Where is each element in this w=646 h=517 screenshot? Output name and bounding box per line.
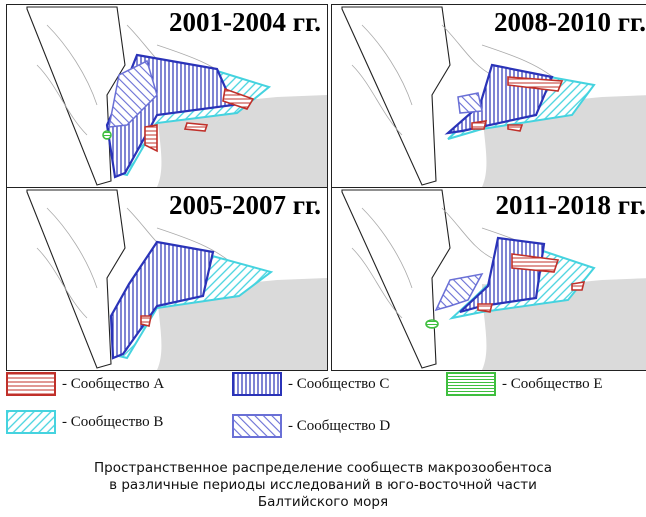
legend-swatch-community-e <box>446 372 496 396</box>
depth-contours <box>36 24 238 136</box>
panel-title: 2005-2007 гг. <box>169 190 321 220</box>
legend-swatch-community-c <box>232 372 282 396</box>
community-e-zone <box>425 319 439 329</box>
map-2008-2010 <box>341 6 646 187</box>
legend-label-community-d: - Сообщество D <box>288 417 391 434</box>
legend-item-community-d: - Сообщество D <box>232 414 390 438</box>
study-area-boundary <box>341 189 451 369</box>
study-area-boundary <box>26 6 126 186</box>
community-d-zone <box>108 59 158 128</box>
map-2005-2007 <box>26 189 327 370</box>
community-e-zone <box>102 130 112 140</box>
legend: - Сообщество А - Сообщество С - Сообщест… <box>6 372 640 452</box>
legend-swatch-community-d <box>232 414 282 438</box>
legend-item-community-a: - Сообщество А <box>6 372 164 396</box>
map-panel-2008-2010: 2008-2010 гг. <box>331 4 646 188</box>
community-d-zone <box>434 272 484 312</box>
caption-line-3: Балтийского моря <box>257 494 389 510</box>
legend-item-community-c: - Сообщество С <box>232 372 389 396</box>
community-a-zone <box>144 87 255 153</box>
map-panel-2001-2004: 2001-2004 гг. <box>6 4 328 188</box>
caption-line-1: Пространственное распределение сообществ… <box>94 460 552 476</box>
legend-label-community-b: - Сообщество В <box>62 413 164 430</box>
depth-contours <box>36 207 238 319</box>
map-panel-2011-2018: 2011-2018 гг. <box>331 187 646 371</box>
caption-line-2: в различные периоды исследований в юго-в… <box>109 477 537 493</box>
community-c-zone <box>109 240 215 360</box>
legend-swatch-community-a <box>6 372 56 396</box>
depth-contours <box>351 24 563 136</box>
community-a-zone <box>140 315 152 327</box>
legend-item-community-b: - Сообщество В <box>6 410 163 434</box>
panel-title: 2001-2004 гг. <box>169 7 321 37</box>
community-a-zone <box>477 253 586 313</box>
panel-title: 2011-2018 гг. <box>495 190 646 220</box>
community-d-zone <box>457 92 483 114</box>
study-area-boundary <box>26 189 126 369</box>
legend-label-community-c: - Сообщество С <box>288 375 390 392</box>
legend-label-community-a: - Сообщество А <box>62 375 165 392</box>
legend-label-community-e: - Сообщество E <box>502 375 603 392</box>
panel-title: 2008-2010 гг. <box>494 7 646 37</box>
study-area-boundary <box>341 6 451 186</box>
legend-item-community-e: - Сообщество E <box>446 372 603 396</box>
depth-contours <box>351 207 563 319</box>
community-a-zone <box>471 76 564 132</box>
map-2011-2018 <box>341 189 646 370</box>
legend-swatch-community-b <box>6 410 56 434</box>
figure-caption: Пространственное распределение сообществ… <box>0 460 646 511</box>
map-panel-2005-2007: 2005-2007 гг. <box>6 187 328 371</box>
map-2001-2004 <box>26 6 327 187</box>
